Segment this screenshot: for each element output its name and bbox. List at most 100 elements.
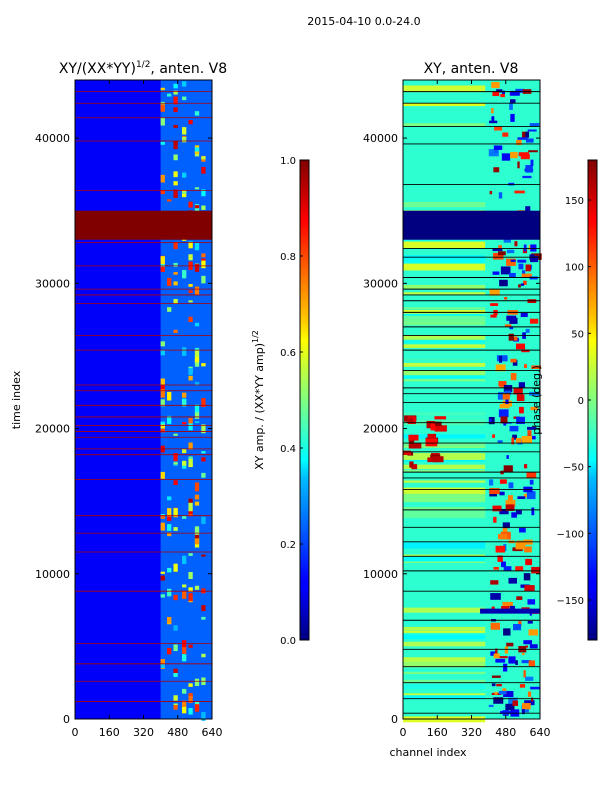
heatmap-cell [531,365,542,369]
heatmap-cell [194,482,200,492]
heatmap-cell [173,107,178,113]
heatmap-cell [523,573,531,581]
x-tick-label: 0 [72,726,79,739]
heatmap-cell [403,515,486,518]
heatmap-cell [403,359,486,366]
heatmap-cell [201,189,206,197]
heatmap-cell [499,491,505,496]
heatmap-cell [188,283,193,287]
heatmap-cell [167,93,172,97]
heatmap-cell [500,416,508,424]
heatmap-cell [517,259,527,263]
heatmap-cell [524,585,535,592]
phase-axes: 0 160 320 480 640 0 10000 20000 30000 40000 [363,80,551,739]
heatmap-cell [498,409,509,418]
heatmap-cell [490,314,497,318]
heatmap-cell [499,403,510,409]
heatmap-cell [510,358,517,363]
heatmap-cell [188,442,193,450]
heatmap-cell [516,139,522,146]
heatmap-cell [194,538,200,545]
colorbar-tick-label: 150 [565,196,584,207]
heatmap-cell [527,430,532,438]
heatmap-cell [527,620,533,624]
heatmap-cell [523,670,526,678]
heatmap-cell [182,591,187,599]
heatmap-cell [506,315,517,321]
amplitude-title: XY/(XX*YY)1/2, anten. V8 [59,60,227,77]
heatmap-cell [403,510,486,516]
heatmap-cell [492,248,503,252]
heatmap-cell [504,324,512,328]
heatmap-cell [519,684,526,688]
heatmap-cell [497,656,508,659]
heatmap-cell [188,683,193,687]
heatmap-cell [182,460,187,466]
heatmap-cell [521,273,532,278]
y-tick-label: 40000 [35,132,70,145]
heatmap-cell [160,174,165,183]
heatmap-cell [480,608,540,614]
heatmap-cell [510,259,516,262]
heatmap-cell [167,514,172,521]
heatmap-cell [517,161,520,169]
heatmap-cell [173,272,178,275]
heatmap-cell [160,350,165,356]
heatmap-cell [194,358,200,367]
heatmap-cell [408,434,419,441]
y-tick-label: 20000 [363,423,398,436]
heatmap-cell [493,516,497,523]
heatmap-cell [513,387,523,395]
colorbar-tick-label: 100 [565,263,584,274]
heatmap-cell [502,527,508,533]
heatmap-cell [167,496,172,501]
heatmap-cell [495,545,506,553]
heatmap-cell [515,566,524,571]
heatmap-cell [490,580,499,585]
heatmap-cell [523,640,533,645]
heatmap-cell [510,99,516,104]
heatmap-cell [173,480,178,486]
heatmap-cell [491,116,495,123]
heatmap-cell [403,258,486,266]
heatmap-cell [504,646,509,654]
heatmap-cell [509,272,516,278]
heatmap-cell [510,151,518,159]
x-tick-label: 480 [495,726,516,739]
heatmap-cell [509,317,518,324]
heatmap-cell [509,326,514,330]
heatmap-cell [201,166,206,174]
heatmap-cell [524,700,535,706]
heatmap-cell [488,149,499,157]
heatmap-cell [426,420,435,429]
heatmap-cell [160,594,165,598]
heatmap-cell [491,675,501,678]
heatmap-cell [182,654,187,662]
heatmap-cell [515,510,522,515]
heatmap-cell [201,457,206,462]
x-tick-label: 160 [427,726,448,739]
heatmap-cell [521,435,533,444]
heatmap-cell [409,461,414,468]
heatmap-cell [194,350,200,358]
heatmap-cell [511,512,517,518]
heatmap-cell [425,438,438,447]
heatmap-cell [496,89,503,93]
heatmap-cell [173,90,178,95]
heatmap-cell [201,616,206,620]
heatmap-cell [160,399,165,407]
heatmap-cell [490,303,499,306]
heatmap-cell [521,660,531,664]
heatmap-cell [194,242,200,251]
heatmap-cell [496,355,508,362]
heatmap-cell [500,710,511,714]
heatmap-cell [403,241,486,249]
heatmap-cell [502,90,505,95]
heatmap-cell [512,700,519,706]
amplitude-ylabel: time index [10,370,23,429]
heatmap-cell [530,244,537,252]
x-tick-label: 640 [530,726,551,739]
heatmap-cell [403,607,486,613]
heatmap-cell [508,656,516,664]
